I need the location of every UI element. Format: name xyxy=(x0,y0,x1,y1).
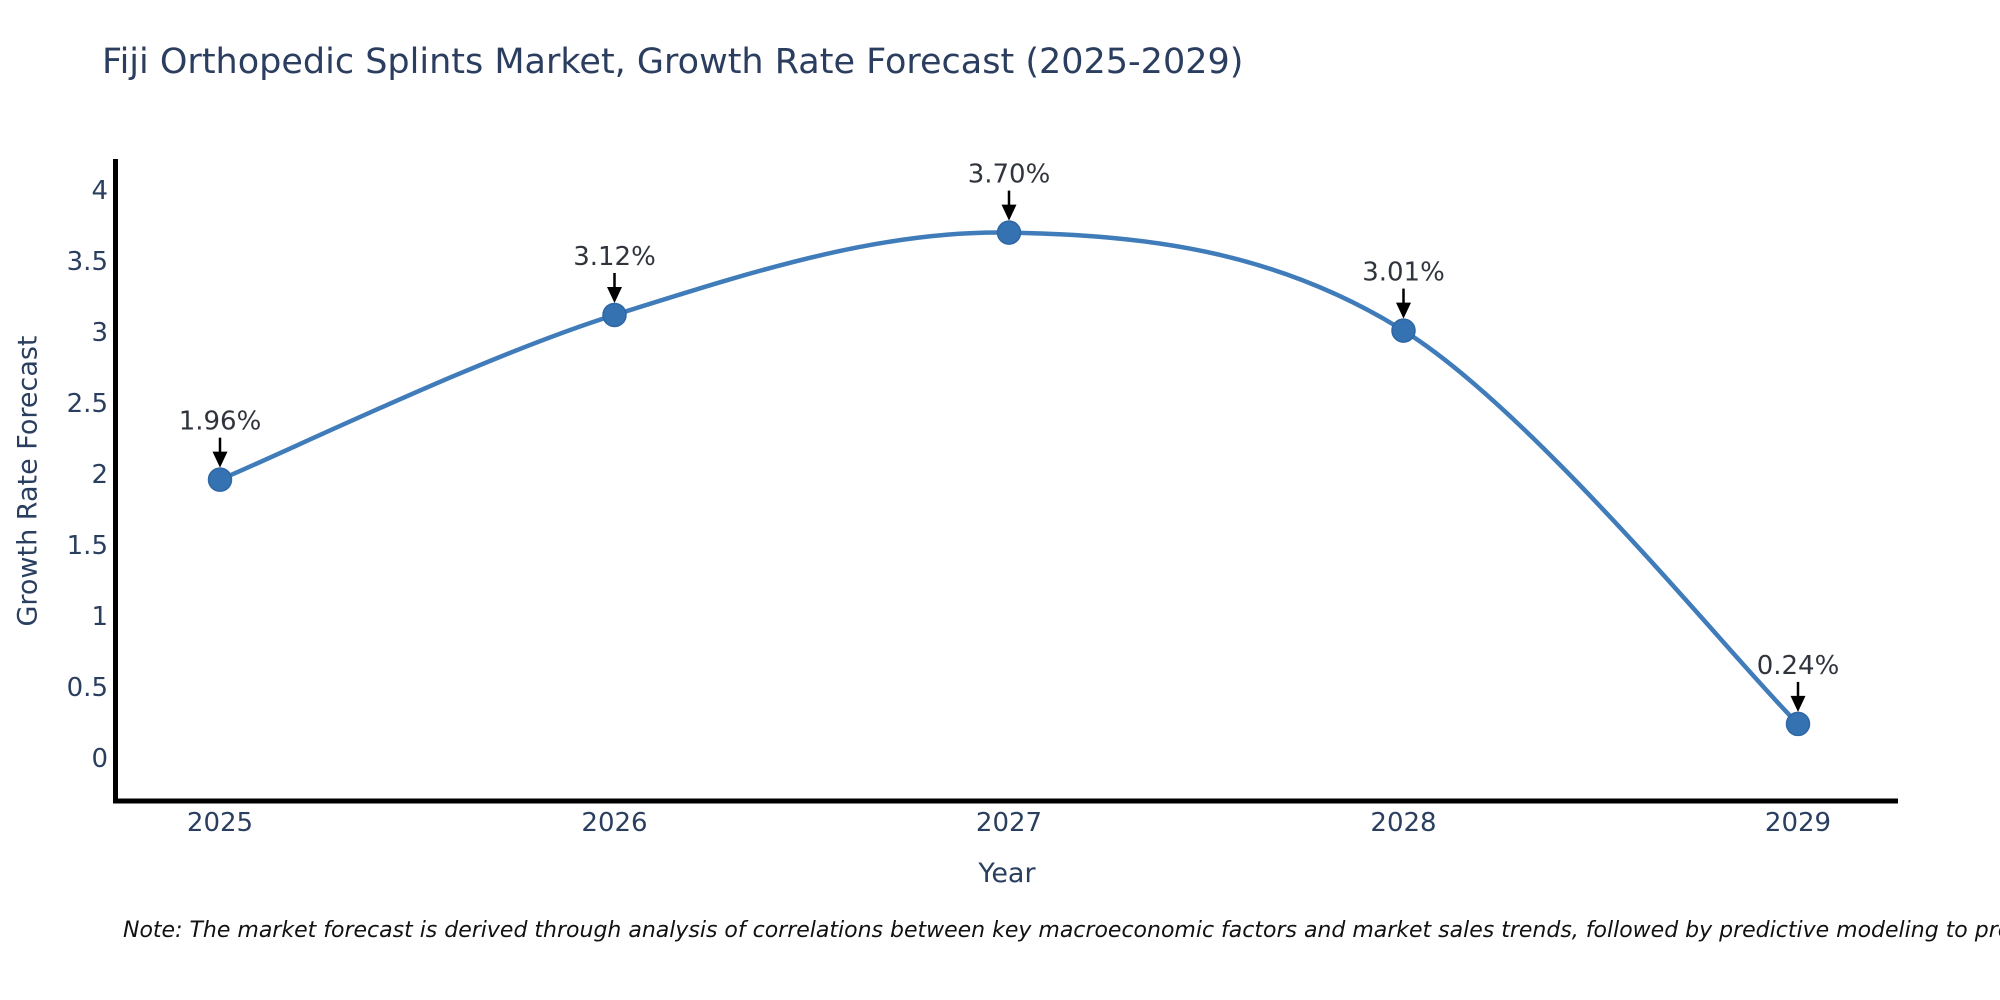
x-tick-label: 2026 xyxy=(581,808,647,838)
annotation-arrowhead-icon xyxy=(1396,302,1411,319)
annotation-arrowhead-icon xyxy=(607,286,622,303)
y-tick-label: 3 xyxy=(91,318,108,348)
data-point-marker xyxy=(1391,318,1416,343)
y-tick-label: 2.5 xyxy=(67,389,108,419)
y-tick-label: 0.5 xyxy=(67,673,108,703)
point-annotation-label: 3.70% xyxy=(968,160,1051,190)
y-tick-label: 1.5 xyxy=(67,531,108,561)
point-annotation-label: 0.24% xyxy=(1757,651,1840,681)
data-point-marker xyxy=(996,220,1022,245)
point-annotation-label: 1.96% xyxy=(179,407,262,437)
series-line xyxy=(217,230,1801,727)
data-point-marker xyxy=(207,467,233,492)
x-tick-label: 2025 xyxy=(187,808,253,838)
data-point-marker xyxy=(602,302,627,328)
x-axis-title: Year xyxy=(978,858,1036,889)
footnote: Note: The market forecast is derived thr… xyxy=(123,918,2000,943)
y-tick-label: 0 xyxy=(91,744,108,774)
y-tick-label: 1 xyxy=(91,602,108,632)
chart-title: Fiji Orthopedic Splints Market, Growth R… xyxy=(102,42,1244,82)
x-tick-label: 2028 xyxy=(1370,808,1436,838)
x-tick-label: 2027 xyxy=(976,808,1042,838)
data-point-marker xyxy=(1785,711,1811,737)
annotation-arrowhead-icon xyxy=(212,451,228,468)
x-tick-label: 2029 xyxy=(1765,808,1831,838)
point-annotation-label: 3.01% xyxy=(1362,258,1445,288)
annotation-arrowhead-icon xyxy=(1001,204,1017,221)
y-tick-label: 4 xyxy=(91,176,108,206)
point-annotation-label: 3.12% xyxy=(573,242,656,272)
y-tick-label: 3.5 xyxy=(67,247,108,277)
y-tick-label: 2 xyxy=(91,460,108,490)
annotation-arrowhead-icon xyxy=(1790,695,1806,712)
